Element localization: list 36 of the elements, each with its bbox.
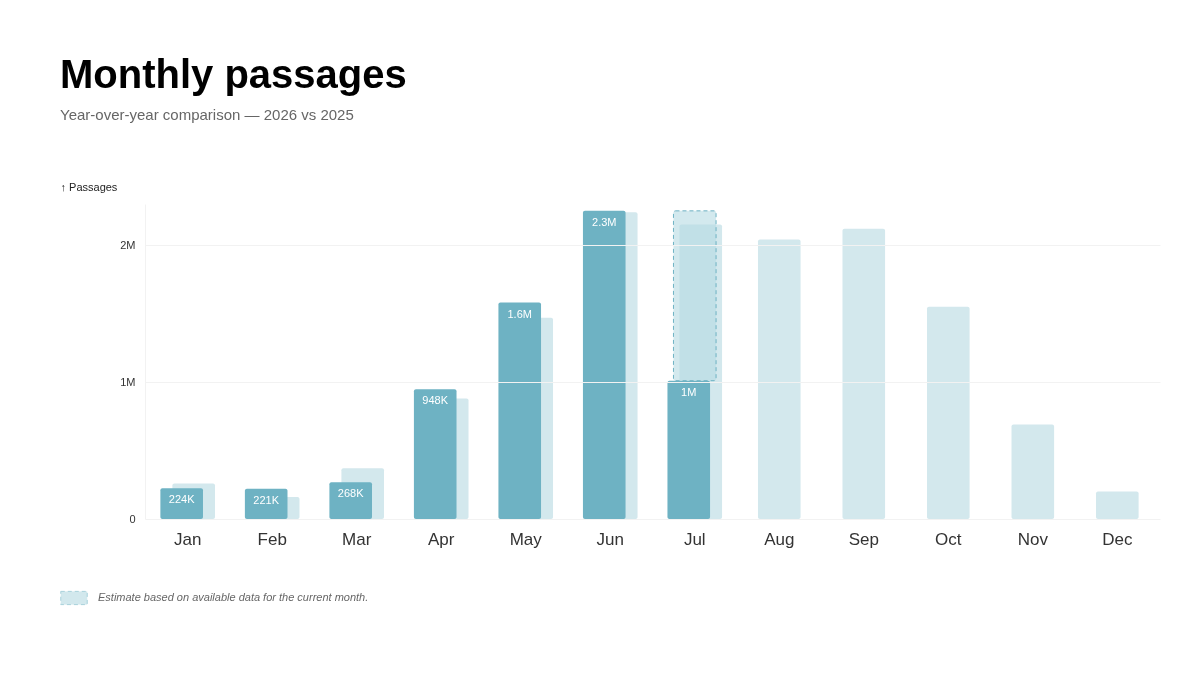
x-tick-label: Oct <box>935 529 962 549</box>
data-label: 1.6M <box>507 307 532 320</box>
bar <box>582 210 626 519</box>
data-label: 268K <box>337 487 365 500</box>
x-tick-label: Mar <box>342 529 372 549</box>
y-tick-label: 1M <box>120 375 136 388</box>
y-tick-label: 2M <box>120 238 136 251</box>
bar <box>842 228 886 519</box>
bar <box>498 302 542 519</box>
bar <box>1096 491 1139 519</box>
x-tick-label: Nov <box>1017 529 1049 549</box>
data-label: 224K <box>168 493 196 506</box>
data-label: 948K <box>422 394 449 407</box>
bar <box>1011 424 1055 519</box>
bar <box>926 306 970 519</box>
x-tick-label: Jun <box>596 529 624 549</box>
bar <box>413 389 457 519</box>
bar <box>329 482 373 519</box>
x-tick-label: Apr <box>427 529 455 549</box>
legend-label: Estimate based on available data for the current month. <box>98 591 369 603</box>
data-label: 221K <box>253 493 280 506</box>
data-label: 1M <box>681 385 697 398</box>
y-tick-label: 0 <box>129 512 136 525</box>
bar <box>672 210 717 382</box>
x-tick-label: Feb <box>257 529 287 549</box>
chart-title: Monthly passages <box>60 52 407 96</box>
x-tick-label: Aug <box>764 529 795 549</box>
x-tick-label: Dec <box>1102 529 1133 549</box>
x-tick-label: Jul <box>683 529 706 549</box>
bar <box>160 488 203 519</box>
data-label: 2.3M <box>592 215 617 228</box>
x-tick-label: Jan <box>173 529 202 549</box>
y-axis-title: ↑ Passages <box>60 180 118 193</box>
x-tick-label: May <box>509 529 543 549</box>
x-tick-label: Sep <box>848 529 879 549</box>
chart-subtitle: Year-over-year comparison — 2026 vs 2025 <box>60 106 354 123</box>
